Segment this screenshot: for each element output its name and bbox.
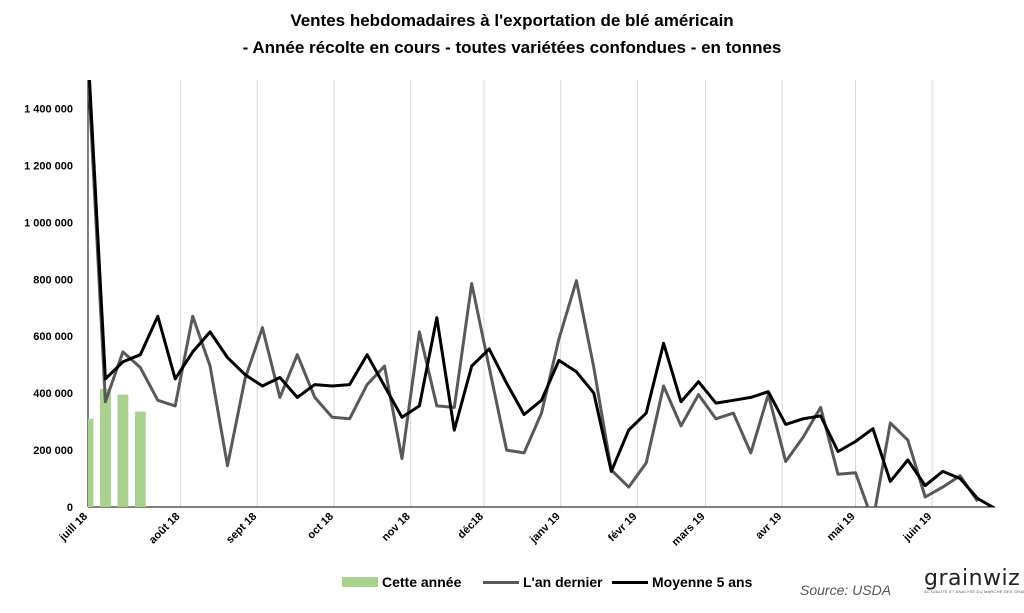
- chart-title: Ventes hebdomadaires à l'exportation de …: [290, 11, 734, 30]
- legend-item-avg5: Moyenne 5 ans: [612, 574, 752, 590]
- grainwiz-logo: grainwiz ACTUALITÉ ET ANALYSE DU MARCHÉ …: [924, 566, 1024, 606]
- bar-this-year: [134, 411, 146, 507]
- legend-label-last-year: L'an dernier: [523, 574, 603, 590]
- bar-this-year: [88, 418, 94, 507]
- y-tick-label: 600 000: [33, 331, 73, 343]
- y-tick-label: 200 000: [33, 445, 73, 457]
- y-tick-label: 1 000 000: [24, 217, 73, 229]
- source-note: Source: USDA: [800, 582, 892, 598]
- y-tick-label: 800 000: [33, 274, 73, 286]
- x-tick-label: déc18: [456, 511, 487, 542]
- x-tick-label: nov 18: [380, 511, 413, 544]
- chart-subtitle: - Année récolte en cours - toutes variét…: [242, 38, 782, 57]
- legend-item-last-year: L'an dernier: [483, 574, 603, 590]
- legend-swatch-this-year: [342, 577, 378, 587]
- x-tick-label: juin 19: [900, 511, 934, 545]
- y-tick-label: 1 200 000: [24, 160, 73, 172]
- legend-label-this-year: Cette année: [382, 574, 462, 590]
- plot-series: [88, 80, 995, 507]
- x-tick-label: mars 19: [670, 511, 708, 549]
- x-tick-label: avr 19: [753, 511, 784, 542]
- y-tick-label: 400 000: [33, 388, 73, 400]
- x-tick-label: mai 19: [825, 511, 858, 544]
- y-tick-label: 0: [67, 502, 73, 514]
- legend-item-this-year: Cette année: [342, 574, 461, 590]
- x-tick-label: juill 18: [57, 511, 90, 544]
- legend-swatch-avg5: [612, 580, 648, 584]
- x-tick-label: août 18: [147, 511, 183, 547]
- x-tick-label: oct 18: [305, 511, 336, 542]
- line-avg5: [88, 80, 995, 507]
- y-tick-label: 1 400 000: [24, 103, 73, 115]
- legend-label-avg5: Moyenne 5 ans: [652, 574, 753, 590]
- x-tick-label: sept 18: [224, 511, 259, 546]
- line-last-year: [88, 80, 979, 507]
- bar-this-year: [100, 388, 111, 507]
- legend-swatch-last-year: [483, 580, 519, 584]
- x-tick-label: janv 19: [527, 511, 563, 547]
- logo-tagline: ACTUALITÉ ET ANALYSE DU MARCHÉ DES GRAIN…: [924, 589, 1024, 594]
- x-tick-label: févr 19: [606, 511, 640, 545]
- logo-wordmark: grainwiz: [924, 566, 1021, 591]
- bar-this-year: [117, 394, 129, 507]
